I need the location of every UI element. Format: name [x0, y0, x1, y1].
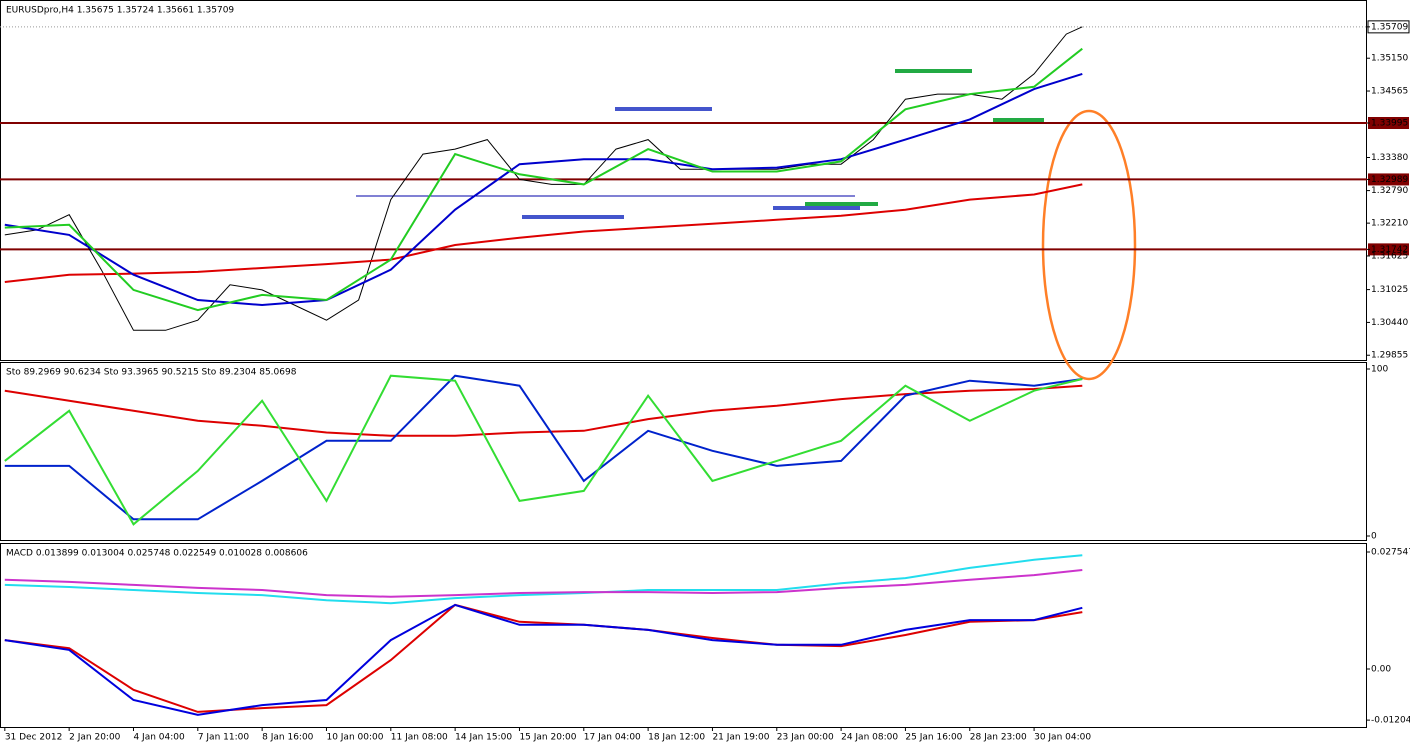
x-tick-label: 4 Jan 04:00	[133, 733, 185, 743]
series-line	[4, 569, 1083, 598]
y-tick-label: -0.01204	[1371, 716, 1410, 726]
y-tick-label: 1.32790	[1371, 186, 1408, 196]
x-tick-label: 10 Jan 00:00	[326, 733, 383, 743]
x-tick-label: 25 Jan 16:00	[905, 733, 962, 743]
y-tick-label: 1.33380	[1371, 153, 1408, 163]
y-tick-label: 1.31025	[1371, 285, 1408, 295]
panel-header: Sto 89.2969 90.6234 Sto 93.3965 90.5215 …	[6, 368, 297, 378]
series-line	[4, 183, 1083, 283]
x-tick-label: 23 Jan 00:00	[777, 733, 834, 743]
series-line	[4, 603, 1083, 713]
annotations	[356, 69, 1137, 381]
y-tick-label: 0	[1371, 531, 1377, 541]
series-line	[4, 26, 1083, 331]
x-tick-label: 28 Jan 23:00	[970, 733, 1027, 743]
x-tick-label: 8 Jan 16:00	[262, 733, 314, 743]
y-tick-label: 1.34565	[1371, 87, 1408, 97]
x-tick-label: 17 Jan 04:00	[584, 733, 641, 743]
y-tick-label: 0.027547	[1371, 547, 1410, 557]
y-tick-label: 1.31625	[1371, 251, 1408, 261]
y-tick-label: 1.30440	[1371, 318, 1408, 328]
x-tick-label: 2 Jan 20:00	[69, 733, 121, 743]
series-line	[4, 47, 1083, 312]
y-tick-label: 1.33995	[1371, 119, 1408, 129]
x-tick-label: 14 Jan 15:00	[455, 733, 512, 743]
panel-header: EURUSDpro,H4 1.35675 1.35724 1.35661 1.3…	[6, 6, 234, 16]
level-label-bg	[1368, 173, 1409, 186]
x-tick-label: 18 Jan 12:00	[648, 733, 705, 743]
price-panel	[0, 0, 1367, 361]
level-label-bg	[1368, 117, 1409, 130]
series-line	[4, 554, 1083, 605]
y-tick-label: 100	[1371, 365, 1388, 375]
x-tick-label: 15 Jan 20:00	[519, 733, 576, 743]
x-tick-label: 11 Jan 08:00	[391, 733, 448, 743]
y-tick-label: 1.31742	[1371, 245, 1408, 255]
highlight-ellipse	[1041, 109, 1137, 381]
y-tick-label: 1.29855	[1371, 351, 1408, 361]
series-line	[4, 72, 1083, 307]
level-label-bg	[1368, 243, 1409, 256]
x-tick-label: 7 Jan 11:00	[198, 733, 250, 743]
y-tick-label: 1.32210	[1371, 219, 1408, 229]
y-tick-label: 1.32989	[1371, 175, 1408, 185]
macd-panel	[0, 543, 1367, 728]
y-tick-label: 1.35709	[1371, 22, 1408, 32]
stochastic-panel	[0, 362, 1367, 541]
x-tick-label: 21 Jan 19:00	[712, 733, 769, 743]
series-line	[4, 374, 1083, 526]
y-tick-label: 1.35150	[1371, 54, 1408, 64]
x-tick-label: 30 Jan 04:00	[1034, 733, 1091, 743]
panel-header: MACD 0.013899 0.013004 0.025748 0.022549…	[6, 549, 308, 559]
series-line	[4, 374, 1083, 521]
series-line	[4, 603, 1083, 716]
x-tick-label: 24 Jan 08:00	[841, 733, 898, 743]
y-tick-label: 0.00	[1371, 664, 1391, 674]
x-tick-label: 31 Dec 2012	[5, 733, 63, 743]
